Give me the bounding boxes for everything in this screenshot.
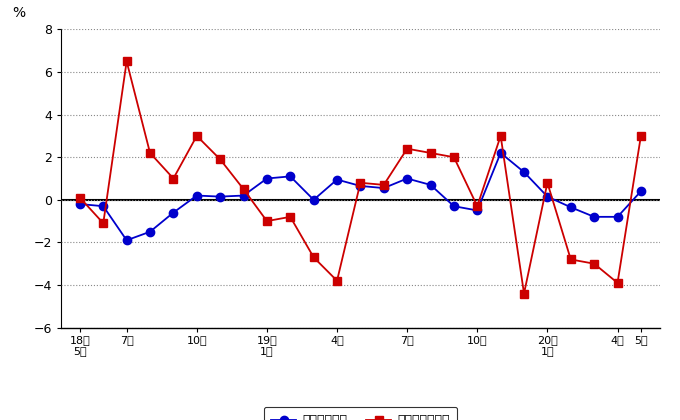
Legend: 総実労働時間, 所定外労働時間: 総実労働時間, 所定外労働時間 — [264, 407, 457, 420]
所定外労働時間 — [146, 150, 154, 155]
所定外労働時間 — [286, 214, 294, 219]
総実労働時間 — [450, 204, 458, 209]
所定外労働時間 — [99, 221, 107, 226]
Y-axis label: %: % — [13, 6, 26, 21]
総実労働時間 — [356, 184, 364, 189]
所定外労働時間 — [309, 255, 318, 260]
総実労働時間 — [496, 150, 505, 155]
所定外労働時間 — [403, 146, 411, 151]
総実労働時間 — [262, 176, 271, 181]
総実労働時間 — [75, 202, 84, 207]
所定外労働時間 — [566, 257, 575, 262]
総実労働時間 — [379, 186, 388, 191]
総実労働時間 — [216, 194, 224, 199]
所定外労働時間 — [496, 134, 505, 139]
総実労働時間 — [590, 214, 598, 219]
所定外労働時間 — [262, 218, 271, 223]
総実労働時間 — [566, 205, 575, 210]
所定外労働時間 — [590, 261, 598, 266]
所定外労働時間 — [426, 150, 435, 155]
総実労働時間 — [169, 210, 177, 215]
所定外労働時間 — [636, 134, 645, 139]
総実労働時間 — [146, 229, 154, 234]
総実労働時間 — [286, 174, 294, 179]
所定外労働時間 — [473, 204, 481, 209]
総実労働時間 — [520, 170, 528, 175]
総実労働時間 — [473, 208, 481, 213]
所定外労働時間 — [122, 59, 131, 64]
所定外労働時間 — [192, 134, 201, 139]
総実労働時間 — [333, 177, 341, 182]
総実労働時間 — [309, 197, 318, 202]
総実労働時間 — [403, 176, 411, 181]
所定外労働時間 — [356, 180, 364, 185]
Line: 所定外労働時間: 所定外労働時間 — [75, 57, 645, 298]
総実労働時間 — [192, 193, 201, 198]
所定外労働時間 — [450, 155, 458, 160]
総実労働時間 — [636, 189, 645, 194]
所定外労働時間 — [520, 291, 528, 296]
所定外労働時間 — [379, 182, 388, 187]
所定外労働時間 — [169, 176, 177, 181]
総実労働時間 — [122, 238, 131, 243]
所定外労働時間 — [239, 186, 248, 192]
総実労働時間 — [239, 193, 248, 198]
所定外労働時間 — [543, 180, 551, 185]
Line: 総実労働時間: 総実労働時間 — [75, 149, 645, 244]
総実労働時間 — [426, 182, 435, 187]
所定外労働時間 — [333, 278, 341, 283]
所定外労働時間 — [216, 157, 224, 162]
所定外労働時間 — [75, 195, 84, 200]
総実労働時間 — [613, 214, 622, 219]
総実労働時間 — [543, 194, 551, 199]
所定外労働時間 — [613, 281, 622, 286]
総実労働時間 — [99, 204, 107, 209]
